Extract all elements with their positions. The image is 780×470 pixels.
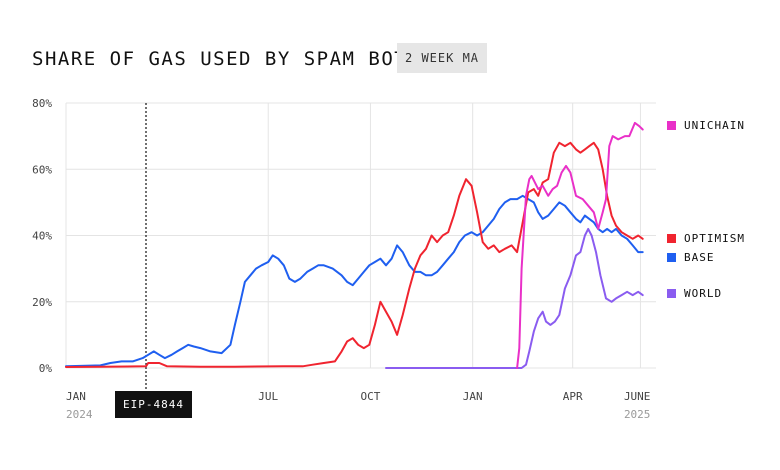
legend-item-world: WORLD xyxy=(667,286,722,300)
y-tick-label: 0% xyxy=(39,362,53,375)
x-axis-ticks: JAN JUL OCT JAN APR JUNE 2024 2025 xyxy=(66,390,650,421)
legend-label-unichain: UNICHAIN xyxy=(684,118,745,132)
x-tick-label: JUL xyxy=(258,390,278,403)
grid-lines xyxy=(65,102,656,369)
x-year-label: 2024 xyxy=(66,408,93,421)
series-line-unichain xyxy=(516,121,644,369)
eip-4844-label: EIP-4844 xyxy=(115,391,192,418)
y-axis-ticks: 0% 20% 40% 60% 80% xyxy=(32,97,52,375)
series-line-base xyxy=(65,194,644,368)
legend-swatch-base xyxy=(667,252,676,262)
legend-item-optimism: OPTIMISM xyxy=(667,231,745,245)
series-line-optimism xyxy=(65,141,644,368)
legend-label-world: WORLD xyxy=(684,286,723,300)
x-tick-label: OCT xyxy=(361,390,381,403)
x-tick-label: JUNE xyxy=(624,390,651,403)
series-line-world xyxy=(385,227,644,369)
chart-title: SHARE OF GAS USED BY SPAM BOTS xyxy=(32,48,421,70)
series-lines xyxy=(65,121,644,369)
legend-swatch-world xyxy=(667,288,676,298)
legend-label-optimism: OPTIMISM xyxy=(684,231,745,245)
legend-swatch-optimism xyxy=(667,233,676,243)
y-tick-label: 20% xyxy=(32,296,52,309)
y-tick-label: 40% xyxy=(32,230,52,243)
legend-label-base: BASE xyxy=(684,250,715,264)
legend-item-unichain: UNICHAIN xyxy=(667,118,745,132)
moving-average-badge: 2 WEEK MA xyxy=(397,43,488,73)
x-tick-label: JAN xyxy=(66,390,86,403)
y-tick-label: 60% xyxy=(32,163,52,176)
legend-swatch-unichain xyxy=(667,120,676,130)
legend-item-base: BASE xyxy=(667,250,715,264)
x-tick-label: JAN xyxy=(463,390,483,403)
x-tick-label: APR xyxy=(563,390,583,403)
y-tick-label: 80% xyxy=(32,97,52,110)
x-year-label: 2025 xyxy=(624,408,651,421)
